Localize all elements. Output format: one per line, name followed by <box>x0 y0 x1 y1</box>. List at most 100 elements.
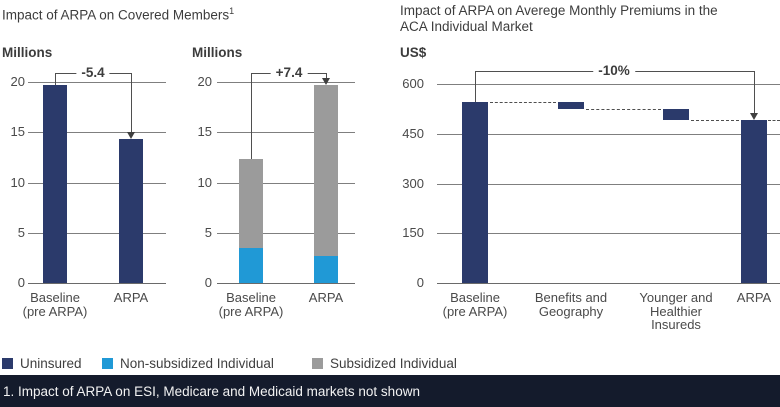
right-chart-title-line1: Impact of ARPA on Averege Monthly Premiu… <box>400 3 718 18</box>
bar-segment-cyan <box>314 255 338 283</box>
bar-segment-gray <box>314 85 338 256</box>
legend-label-uninsured: Uninsured <box>20 355 82 371</box>
y-tick-label: 450 <box>402 126 424 141</box>
dashed-connector <box>586 108 661 110</box>
bracket-left-line <box>55 73 56 85</box>
axis-unit-label: Millions <box>192 45 243 60</box>
annotation-label: -10% <box>593 63 635 78</box>
category-label-line: Baseline <box>30 290 80 305</box>
category-label: ARPA <box>704 291 780 305</box>
category-label-line: Geography <box>538 303 604 319</box>
legend-label-subsidized: Subsidized Individual <box>330 355 457 371</box>
right-chart-title-line2: ACA Individual Market <box>400 19 533 34</box>
gridline <box>28 132 166 133</box>
gridline <box>28 183 166 184</box>
category-label-line: ARPA <box>736 290 772 305</box>
bracket-right-line <box>754 71 755 114</box>
gridline <box>217 183 355 184</box>
category-label-line: Younger and <box>639 290 713 305</box>
y-tick-label: 150 <box>402 225 424 240</box>
waterfall-bar <box>663 108 689 121</box>
dashed-connector <box>691 120 739 122</box>
category-label-line: ARPA <box>113 290 149 305</box>
bar-segment-cyan <box>239 247 263 283</box>
y-tick-label: 0 <box>416 275 424 290</box>
arrow-down-icon <box>750 113 758 121</box>
dashed-connector <box>768 120 780 122</box>
y-tick-label: 10 <box>10 175 25 190</box>
y-tick-label: 10 <box>197 175 212 190</box>
y-tick-label: 20 <box>197 74 212 89</box>
category-label: Baseline (pre ARPA) <box>196 291 306 318</box>
y-tick-label: 5 <box>17 225 25 240</box>
x-axis-line <box>437 283 780 284</box>
x-axis-line <box>28 283 166 284</box>
legend-item-non-subsidized: Non-subsidized Individual <box>102 355 274 371</box>
arrow-down-icon <box>127 132 135 140</box>
category-label: Baseline (pre ARPA) <box>425 291 525 318</box>
y-tick-label: 0 <box>204 275 212 290</box>
waterfall-bar <box>741 120 767 283</box>
category-label-line: Benefits and <box>534 290 608 305</box>
legend-swatch-uninsured <box>2 357 13 369</box>
bar-navy <box>119 139 143 283</box>
y-tick-label: 15 <box>197 124 212 139</box>
arrow-down-icon <box>322 78 330 85</box>
y-tick-label: 0 <box>17 275 25 290</box>
bracket-right-line <box>326 73 327 78</box>
category-label-line: Baseline <box>226 290 276 305</box>
x-axis-line <box>217 283 355 284</box>
waterfall-bar <box>558 102 584 109</box>
category-label: ARPA <box>271 291 381 305</box>
category-label-line: (pre ARPA) <box>442 303 508 319</box>
y-tick-label: 20 <box>10 74 25 89</box>
dashed-connector <box>490 102 556 104</box>
annotation-label: -5.4 <box>76 65 110 80</box>
gridline <box>437 134 780 135</box>
gridline <box>217 233 355 234</box>
gridline <box>217 132 355 133</box>
right-chart-title: Impact of ARPA on Averege Monthly Premiu… <box>400 3 775 35</box>
bar-segment-gray <box>239 159 263 248</box>
axis-unit-label: Millions <box>2 45 53 60</box>
category-label: ARPA <box>76 291 186 305</box>
category-label-line: Healthier <box>649 303 703 319</box>
footnote-bar: 1. Impact of ARPA on ESI, Medicare and M… <box>0 375 780 407</box>
gridline <box>437 184 780 185</box>
legend-swatch-subsidized <box>312 357 323 369</box>
gridline <box>437 233 780 234</box>
legend-item-subsidized: Subsidized Individual <box>312 355 457 371</box>
left-chart-title: Impact of ARPA on Covered Members1 <box>2 3 234 24</box>
category-label-line: Insureds <box>651 317 701 332</box>
gridline <box>437 84 780 85</box>
bar-navy <box>43 85 67 283</box>
annotation-label: +7.4 <box>270 65 308 80</box>
legend-item-uninsured: Uninsured <box>2 355 82 371</box>
bracket-left-line <box>251 73 252 160</box>
gridline <box>217 82 355 83</box>
category-label-line: ARPA <box>308 290 344 305</box>
bracket-left-line <box>475 71 476 103</box>
category-label-line: (pre ARPA) <box>218 303 284 319</box>
category-label-line: Baseline <box>450 290 500 305</box>
category-label: Benefits and Geography <box>521 291 621 318</box>
category-label: Younger and Healthier Insureds <box>626 291 726 332</box>
bracket-right-line <box>131 73 132 133</box>
y-tick-label: 300 <box>402 176 424 191</box>
category-label: Baseline (pre ARPA) <box>0 291 110 318</box>
y-tick-label: 600 <box>402 76 424 91</box>
gridline <box>28 82 166 83</box>
legend-label-non-subsidized: Non-subsidized Individual <box>120 355 274 371</box>
gridline <box>28 233 166 234</box>
footnote-text: 1. Impact of ARPA on ESI, Medicare and M… <box>3 383 420 399</box>
y-tick-label: 15 <box>10 124 25 139</box>
left-chart-title-text: Impact of ARPA on Covered Members <box>2 7 230 23</box>
footnote-marker: 1 <box>229 6 235 16</box>
category-label-line: (pre ARPA) <box>22 303 88 319</box>
waterfall-bar <box>462 102 488 283</box>
legend-swatch-non-subsidized <box>102 357 113 369</box>
axis-unit-label: US$ <box>400 45 427 60</box>
y-tick-label: 5 <box>204 225 212 240</box>
